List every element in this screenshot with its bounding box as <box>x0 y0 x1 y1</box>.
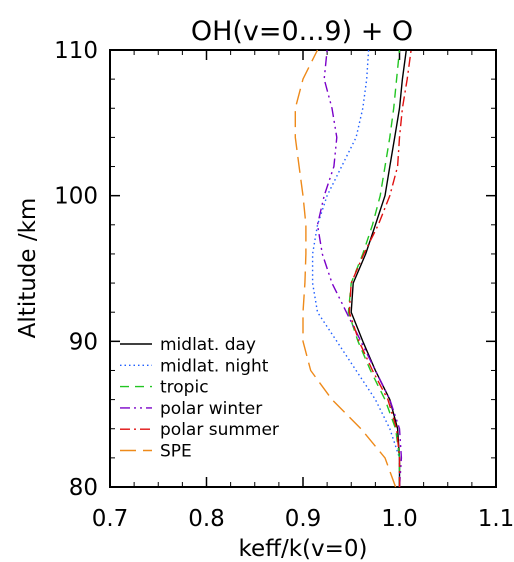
x-tick-label: 1.1 <box>478 506 514 532</box>
x-axis-label: keff/k(v=0) <box>238 536 367 562</box>
legend-label: midlat. night <box>160 356 269 376</box>
y-tick-label: 80 <box>69 475 98 501</box>
x-tick-label: 0.8 <box>188 506 225 532</box>
series-line-midlat-night <box>311 49 401 487</box>
legend-label: polar summer <box>160 420 279 440</box>
series-line-polar-summer <box>348 49 412 487</box>
series-line-midlat-day <box>350 49 407 487</box>
x-axis-ticks: 0.7 0.8 0.9 1.0 1.1 <box>92 50 514 532</box>
x-tick-label: 0.9 <box>285 506 322 532</box>
chart-title: OH(v=0...9) + O <box>191 16 413 47</box>
y-axis-label: Altitude /km <box>15 198 41 339</box>
series-line-polar-winter <box>316 49 403 488</box>
x-tick-label: 0.7 <box>92 506 129 532</box>
series-lines <box>294 49 412 488</box>
legend-label: polar winter <box>160 399 262 419</box>
y-tick-label: 90 <box>69 329 98 355</box>
y-axis-ticks: 80 90 100 110 <box>54 38 496 501</box>
series-line-tropic <box>347 49 401 487</box>
legend-label: midlat. day <box>160 335 256 355</box>
legend-label: tropic <box>160 378 209 398</box>
y-tick-label: 100 <box>54 184 98 210</box>
legend-label: SPE <box>160 442 192 462</box>
series-line-spe <box>294 49 397 488</box>
x-tick-label: 1.0 <box>381 506 418 532</box>
y-tick-label: 110 <box>54 38 98 64</box>
